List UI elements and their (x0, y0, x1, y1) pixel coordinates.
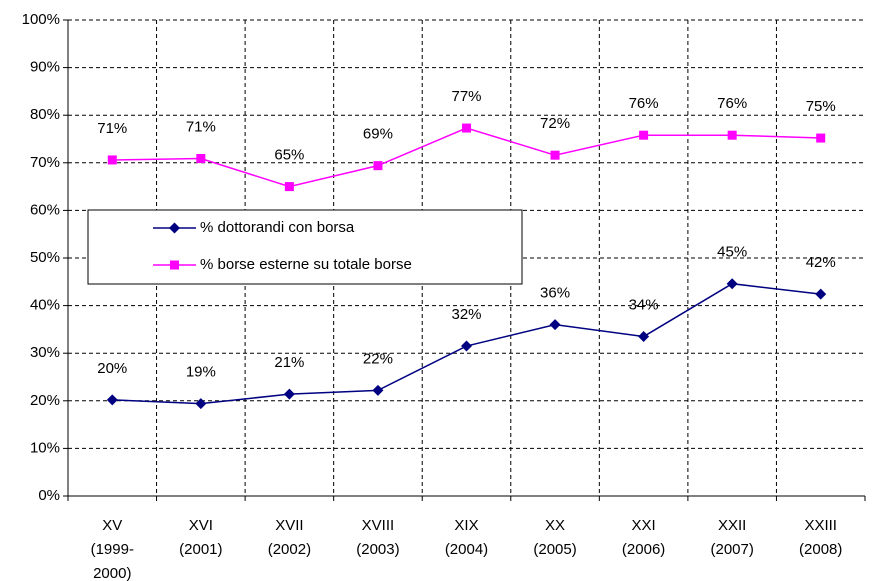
marker (284, 182, 294, 192)
y-tick-label: 50% (30, 249, 60, 266)
data-label: 45% (717, 244, 747, 261)
marker (283, 388, 295, 400)
marker (816, 133, 826, 143)
x-tick-label: XX (2005) (533, 517, 576, 558)
legend-label: % dottorandi con borsa (200, 219, 355, 236)
marker (638, 331, 650, 343)
marker (196, 154, 206, 164)
y-tick-label: 0% (38, 487, 60, 504)
data-label: 77% (451, 88, 481, 105)
marker (550, 150, 560, 160)
marker (372, 384, 384, 396)
x-tick-label: XXI (2006) (622, 517, 665, 558)
x-tick-label: XVII (2002) (268, 517, 311, 558)
x-tick-label: XVI (2001) (179, 517, 222, 558)
marker (195, 398, 207, 410)
data-label: 20% (97, 360, 127, 377)
data-label: 22% (363, 350, 393, 367)
y-tick-label: 80% (30, 106, 60, 123)
x-tick-label: XVIII (2003) (356, 517, 399, 558)
legend-marker (170, 260, 179, 270)
marker (462, 123, 471, 133)
data-label: 72% (540, 115, 570, 132)
data-label: 69% (363, 126, 393, 143)
marker (726, 278, 738, 290)
data-label: 42% (806, 254, 836, 271)
data-label: 32% (451, 306, 481, 323)
x-tick-label: XXII (2007) (710, 517, 753, 558)
marker (461, 340, 472, 352)
y-tick-label: 90% (30, 59, 60, 76)
legend-marker (169, 222, 180, 234)
x-tick-label: XV (1999-2000) (91, 517, 134, 581)
data-label: 76% (629, 95, 659, 112)
series-line (112, 127, 821, 188)
legend-label: % borse esterne su totale borse (200, 256, 412, 273)
y-tick-label: 70% (30, 154, 60, 171)
data-label: 34% (629, 297, 659, 314)
data-label: 21% (274, 354, 304, 371)
legend-box (87, 209, 523, 285)
y-tick-label: 100% (22, 11, 60, 28)
data-label: 19% (186, 364, 216, 381)
y-tick-label: 10% (30, 439, 60, 456)
marker (549, 319, 561, 331)
y-tick-label: 40% (30, 297, 60, 314)
data-label: 71% (186, 118, 216, 135)
data-label: 36% (540, 285, 570, 302)
marker (639, 130, 649, 140)
marker (106, 394, 118, 406)
data-label: 65% (274, 147, 304, 164)
marker (373, 161, 383, 171)
y-tick-label: 60% (30, 201, 60, 218)
data-label: 71% (97, 120, 127, 137)
marker (107, 155, 117, 165)
data-label: 76% (717, 95, 747, 112)
y-tick-label: 20% (30, 392, 60, 409)
marker (815, 288, 827, 300)
marker (727, 130, 737, 140)
x-tick-label: XXIII (2008) (799, 517, 842, 558)
x-tick-label: XIX (2004) (445, 517, 488, 558)
data-label: 75% (806, 98, 836, 115)
y-tick-label: 30% (30, 344, 60, 361)
